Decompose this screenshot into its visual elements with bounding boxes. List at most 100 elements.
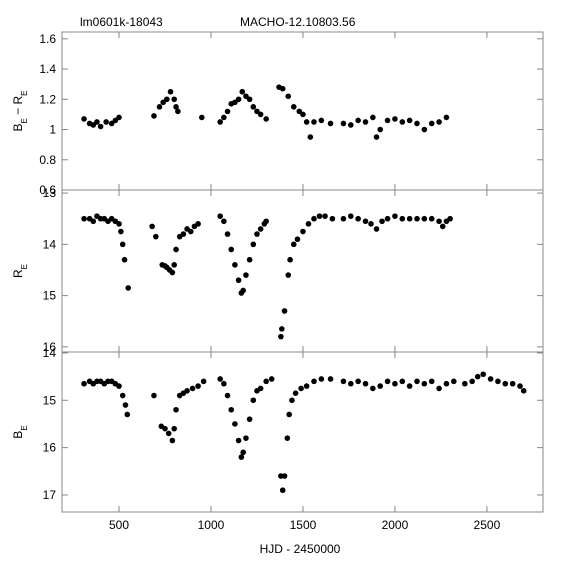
data-point xyxy=(232,421,238,427)
data-point xyxy=(173,104,179,110)
data-point xyxy=(263,218,269,225)
data-point xyxy=(151,113,157,119)
data-point xyxy=(311,215,317,222)
data-point xyxy=(228,406,235,413)
data-point xyxy=(292,390,299,396)
data-point xyxy=(370,385,376,392)
data-point xyxy=(443,380,450,387)
data-point xyxy=(263,116,269,122)
x-tick-label: 2000 xyxy=(382,518,409,532)
data-point xyxy=(377,383,384,389)
data-point xyxy=(246,256,253,263)
data-point xyxy=(90,218,97,225)
data-point xyxy=(362,218,369,225)
data-point xyxy=(149,223,155,230)
data-point xyxy=(347,122,354,128)
x-tick-label: 500 xyxy=(109,518,129,532)
data-point xyxy=(355,215,361,222)
data-point xyxy=(217,213,223,219)
data-point xyxy=(355,378,361,385)
data-point xyxy=(156,104,163,110)
data-point xyxy=(279,326,285,332)
data-point xyxy=(392,116,398,122)
chart-title-left: lm0601k-18043 xyxy=(80,15,163,29)
data-point xyxy=(384,117,391,124)
data-point xyxy=(362,119,369,125)
data-point xyxy=(116,383,122,389)
data-point xyxy=(285,272,292,278)
data-point xyxy=(246,416,253,423)
data-point xyxy=(81,215,87,222)
data-point xyxy=(462,380,468,387)
data-point xyxy=(162,425,168,432)
data-point xyxy=(311,378,317,385)
data-point xyxy=(97,123,104,130)
data-point xyxy=(300,111,306,118)
data-point xyxy=(221,380,227,387)
data-point xyxy=(428,215,435,222)
data-point xyxy=(257,226,264,232)
chart-title-right: MACHO-12.10803.56 xyxy=(240,15,356,29)
panel-frame xyxy=(61,189,544,353)
data-point xyxy=(221,114,227,121)
data-point xyxy=(340,215,347,222)
data-point xyxy=(246,96,253,103)
data-point xyxy=(239,88,246,95)
data-point xyxy=(318,117,325,124)
data-point xyxy=(224,108,231,115)
data-point xyxy=(311,119,317,125)
data-point xyxy=(169,437,176,444)
data-point xyxy=(421,126,428,133)
y-axis-label-part: E xyxy=(20,425,29,430)
data-point xyxy=(228,246,235,253)
data-point xyxy=(122,402,129,408)
data-point xyxy=(151,392,157,399)
y-tick-label: 1.2 xyxy=(39,92,56,106)
y-axis-label-part: B xyxy=(11,431,25,439)
data-point xyxy=(443,114,450,121)
data-point xyxy=(399,215,406,222)
data-point xyxy=(284,435,291,441)
data-point xyxy=(281,308,288,314)
y-tick-label: 0.8 xyxy=(39,153,56,167)
data-point xyxy=(119,392,126,399)
data-point xyxy=(290,241,297,248)
data-point xyxy=(94,119,100,125)
x-tick-label: 1500 xyxy=(290,518,317,532)
data-point xyxy=(399,119,406,125)
data-point xyxy=(116,114,122,121)
data-point xyxy=(165,430,172,437)
panel-frame xyxy=(61,351,544,513)
x-axis-label: HJD - 2450000 xyxy=(260,542,341,556)
data-point xyxy=(474,373,481,380)
data-point xyxy=(187,228,194,235)
y-axis-label: BE xyxy=(11,425,29,438)
data-point xyxy=(509,380,516,387)
data-point xyxy=(171,425,178,432)
data-point xyxy=(171,96,178,103)
data-point xyxy=(240,449,246,456)
data-point xyxy=(119,241,126,248)
data-point xyxy=(373,134,380,140)
data-point xyxy=(399,378,406,385)
data-point xyxy=(221,218,227,225)
data-point xyxy=(436,385,442,392)
data-point xyxy=(421,380,428,387)
data-point xyxy=(322,213,328,219)
y-tick-label: 0.6 xyxy=(39,183,56,197)
data-point xyxy=(392,213,398,219)
data-point xyxy=(290,104,297,110)
data-point xyxy=(189,385,196,392)
data-point xyxy=(436,119,442,125)
data-point xyxy=(495,378,501,385)
data-point xyxy=(121,256,128,263)
data-point xyxy=(414,120,420,127)
y-axis-label-part: − R xyxy=(11,95,25,118)
y-axis-label-part: E xyxy=(20,264,29,269)
data-point xyxy=(240,287,246,294)
panel-frame xyxy=(61,31,544,191)
data-point xyxy=(235,437,242,444)
data-point xyxy=(171,262,178,268)
data-point xyxy=(184,388,190,394)
data-point xyxy=(169,269,176,276)
